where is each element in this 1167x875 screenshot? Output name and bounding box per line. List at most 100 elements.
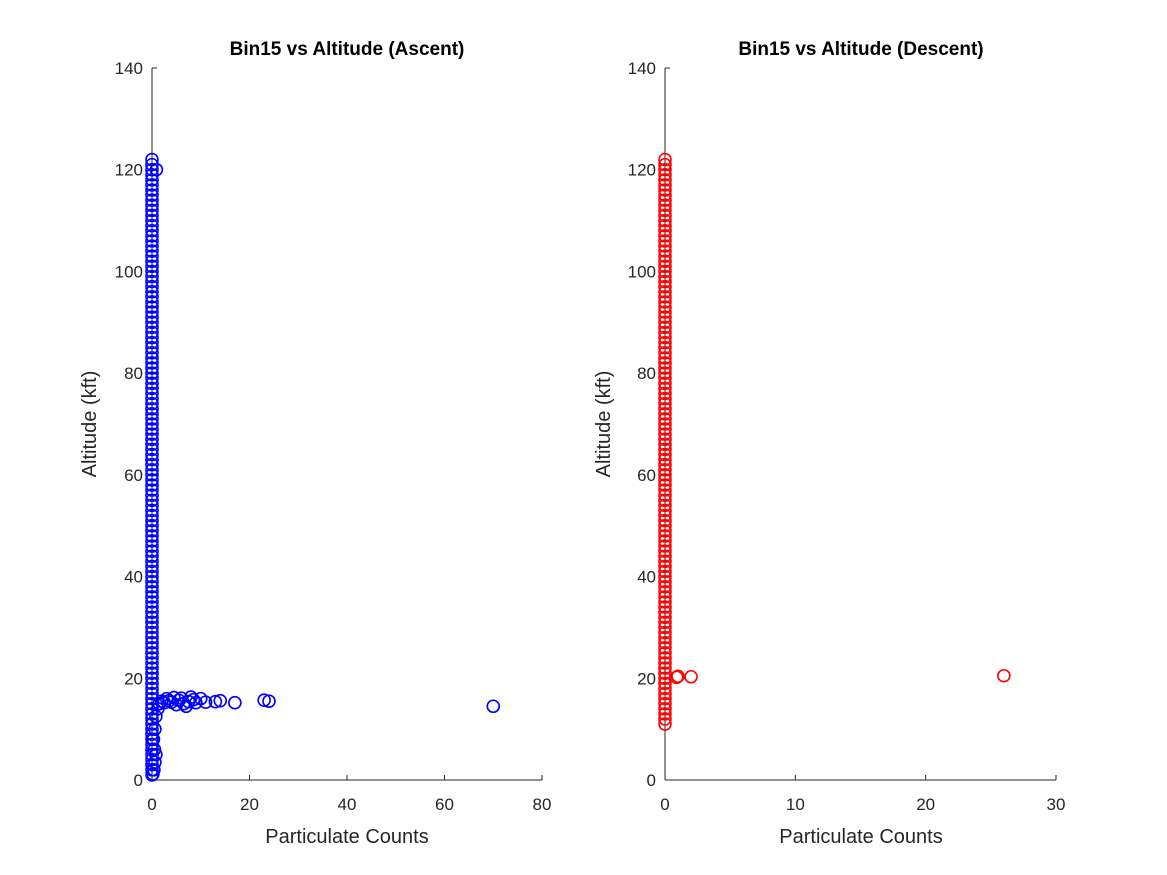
data-point bbox=[145, 610, 159, 625]
x-axis-label: Particulate Counts bbox=[779, 826, 942, 848]
data-point bbox=[145, 295, 159, 309]
data-point bbox=[145, 366, 159, 380]
data-point bbox=[145, 325, 159, 340]
data-point bbox=[149, 709, 163, 724]
data-point bbox=[658, 432, 672, 447]
data-point bbox=[145, 315, 159, 330]
data-point bbox=[145, 407, 159, 421]
data-point bbox=[658, 264, 672, 279]
data-point bbox=[658, 168, 672, 182]
y-tick-label: 60 bbox=[124, 466, 143, 485]
data-point bbox=[658, 452, 672, 467]
data-point bbox=[658, 707, 672, 721]
data-point bbox=[658, 473, 672, 487]
data-point bbox=[145, 437, 159, 452]
data-point bbox=[145, 483, 159, 497]
data-point bbox=[145, 620, 159, 635]
data-point bbox=[658, 422, 672, 436]
data-point bbox=[658, 691, 672, 706]
data-point bbox=[658, 295, 672, 309]
data-point bbox=[145, 635, 159, 650]
data-point bbox=[658, 508, 672, 523]
y-tick-label: 80 bbox=[124, 364, 143, 383]
data-point bbox=[658, 539, 672, 553]
data-point bbox=[145, 264, 159, 279]
data-points bbox=[145, 152, 501, 782]
data-point bbox=[145, 218, 159, 233]
data-point bbox=[145, 671, 159, 686]
data-point bbox=[145, 183, 159, 197]
data-point bbox=[658, 223, 672, 238]
data-point bbox=[658, 605, 672, 619]
data-point bbox=[658, 391, 672, 406]
data-point bbox=[145, 188, 159, 202]
data-point bbox=[658, 249, 672, 263]
data-point bbox=[658, 290, 672, 304]
data-point bbox=[658, 366, 672, 380]
data-point bbox=[145, 630, 159, 645]
data-point bbox=[658, 569, 672, 584]
data-point bbox=[658, 478, 672, 492]
data-point bbox=[658, 218, 672, 233]
data-point bbox=[658, 284, 672, 299]
data-point bbox=[145, 640, 159, 655]
data-point bbox=[145, 162, 159, 177]
data-point bbox=[145, 361, 159, 375]
data-point bbox=[145, 198, 159, 213]
data-point bbox=[145, 498, 159, 513]
data-point bbox=[145, 239, 159, 253]
data-point bbox=[658, 188, 672, 202]
data-point bbox=[145, 371, 159, 386]
data-point bbox=[145, 432, 159, 447]
data-point bbox=[658, 330, 672, 345]
x-tick-label: 0 bbox=[147, 795, 156, 814]
data-point bbox=[658, 178, 672, 192]
data-point bbox=[145, 666, 159, 681]
data-point bbox=[145, 625, 159, 640]
data-point bbox=[145, 686, 159, 701]
chart-ascent: Bin15 vs Altitude (Ascent) Particulate C… bbox=[79, 39, 551, 848]
data-point bbox=[145, 534, 159, 548]
data-point bbox=[658, 173, 672, 187]
data-point bbox=[145, 442, 159, 457]
data-point bbox=[145, 539, 159, 553]
y-tick-label: 140 bbox=[115, 59, 143, 78]
data-point bbox=[658, 401, 672, 416]
data-point bbox=[145, 503, 159, 518]
data-point bbox=[145, 203, 159, 218]
data-point bbox=[145, 468, 159, 482]
data-point bbox=[145, 574, 159, 589]
data-point bbox=[145, 569, 159, 584]
chart-title: Bin15 vs Altitude (Descent) bbox=[738, 39, 983, 60]
data-point bbox=[658, 462, 672, 477]
x-tick-label: 20 bbox=[916, 795, 935, 814]
data-point bbox=[145, 234, 159, 248]
data-point bbox=[145, 401, 159, 416]
y-tick-label: 120 bbox=[115, 161, 143, 180]
y-axis-label: Altitude (kft) bbox=[79, 371, 101, 478]
data-point bbox=[145, 305, 159, 319]
data-point bbox=[486, 699, 501, 714]
y-tick-label: 0 bbox=[647, 771, 656, 790]
data-point bbox=[658, 610, 672, 625]
data-point bbox=[145, 417, 159, 431]
data-point bbox=[145, 518, 159, 533]
data-point bbox=[145, 651, 159, 665]
data-point bbox=[658, 427, 672, 441]
data-point bbox=[658, 269, 672, 284]
x-tick-label: 30 bbox=[1047, 795, 1066, 814]
data-point bbox=[145, 213, 159, 228]
data-point bbox=[658, 254, 672, 269]
data-point bbox=[658, 620, 672, 635]
data-point bbox=[658, 162, 672, 177]
data-point bbox=[145, 452, 159, 467]
data-point bbox=[146, 732, 161, 747]
data-point bbox=[658, 335, 672, 350]
data-point bbox=[145, 208, 159, 223]
data-point bbox=[658, 640, 672, 655]
data-point bbox=[145, 529, 159, 543]
data-point bbox=[145, 269, 159, 284]
data-point bbox=[145, 422, 159, 436]
data-point bbox=[145, 340, 159, 355]
data-point bbox=[145, 478, 159, 492]
